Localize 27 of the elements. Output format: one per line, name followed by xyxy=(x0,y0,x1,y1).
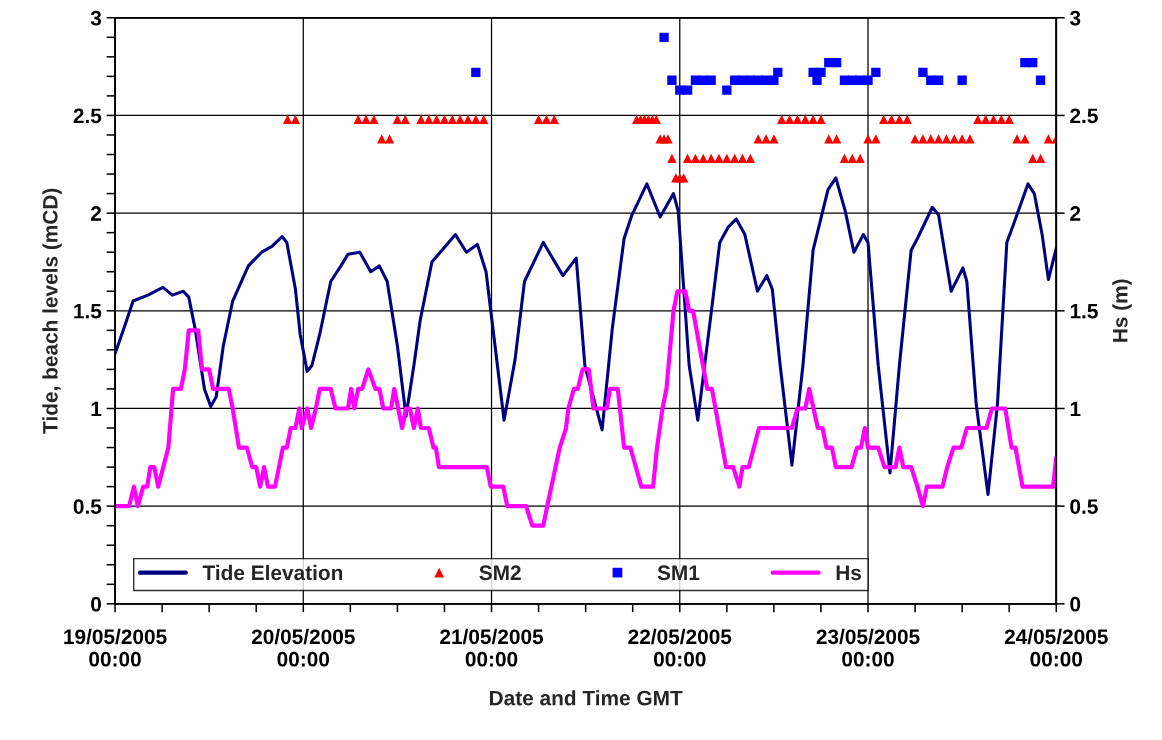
legend-label: SM2 xyxy=(479,565,521,581)
y-tick-label: 2 xyxy=(90,206,102,221)
x-tick-label: 21/05/2005 00:00 xyxy=(440,628,544,667)
x-tick-label: 22/05/2005 00:00 xyxy=(628,628,732,667)
x-tick-label: 19/05/2005 00:00 xyxy=(64,628,167,667)
x-tick-label: 20/05/2005 00:00 xyxy=(251,628,355,667)
y2-tick-label: 0.5 xyxy=(1070,499,1098,514)
y-tick-label: 1 xyxy=(91,401,102,417)
legend-label: SM1 xyxy=(657,565,700,581)
y-tick-label: 0 xyxy=(91,596,101,612)
y2-tick-label: 3 xyxy=(1069,10,1081,26)
x-axis-title: Date and Time GMT xyxy=(490,690,683,706)
y2-tick-label: 1 xyxy=(1070,401,1081,417)
y2-axis-title: Hs (m) xyxy=(1112,279,1132,342)
y-tick-label: 2.5 xyxy=(73,108,102,124)
y-axis-title: Tide, beach levels (mCD) xyxy=(42,188,62,434)
y-tick-label: 0.5 xyxy=(73,499,102,514)
y-tick-label: 3 xyxy=(90,10,102,26)
legend-label: Tide Elevation xyxy=(202,564,343,581)
y2-tick-label: 2 xyxy=(1070,206,1081,221)
legend-label: Hs xyxy=(836,565,862,581)
x-tick-label: 23/05/2005 00:00 xyxy=(816,628,920,667)
y2-tick-label: 1.5 xyxy=(1070,304,1098,319)
x-tick-label: 24/05/2005 00:00 xyxy=(1004,628,1108,667)
y2-tick-label: 2.5 xyxy=(1070,108,1098,124)
y-tick-label: 1.5 xyxy=(74,304,102,319)
y2-tick-label: 0 xyxy=(1070,596,1081,612)
